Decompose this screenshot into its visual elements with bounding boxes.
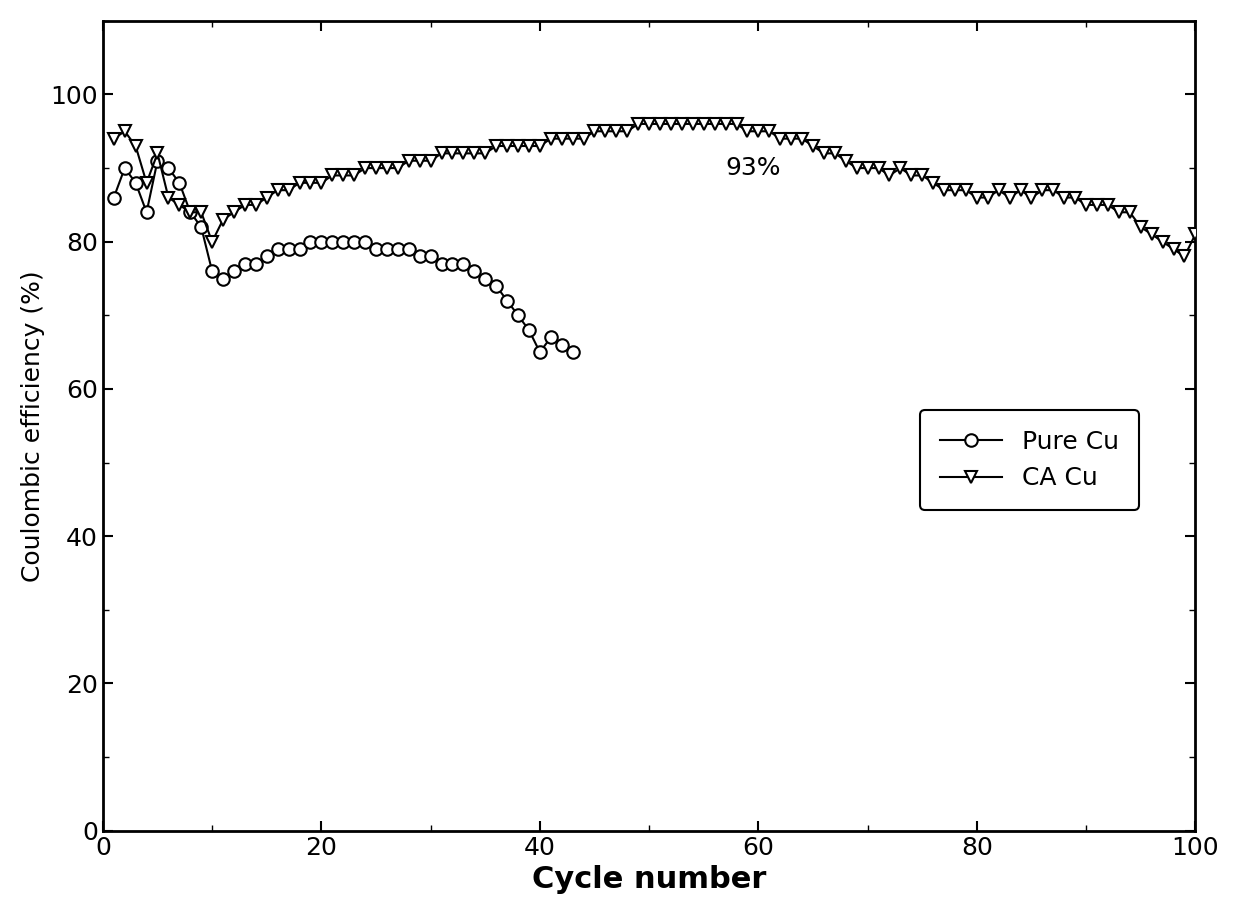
Pure Cu <box>248 258 263 269</box>
CA Cu <box>1111 207 1126 218</box>
Pure Cu <box>357 236 372 247</box>
Pure Cu <box>259 251 274 262</box>
CA Cu <box>1145 229 1159 240</box>
Pure Cu <box>489 280 503 291</box>
Pure Cu <box>205 265 219 276</box>
Legend: Pure Cu, CA Cu: Pure Cu, CA Cu <box>920 410 1140 511</box>
Pure Cu <box>281 243 296 254</box>
Pure Cu <box>434 258 449 269</box>
Pure Cu <box>139 207 154 218</box>
Pure Cu <box>565 347 580 358</box>
Line: CA Cu: CA Cu <box>108 118 1202 263</box>
Pure Cu <box>107 192 122 203</box>
Pure Cu <box>543 332 558 343</box>
Pure Cu <box>303 236 317 247</box>
Pure Cu <box>182 207 197 218</box>
Pure Cu <box>456 258 471 269</box>
Pure Cu <box>477 273 492 284</box>
Pure Cu <box>532 347 547 358</box>
Pure Cu <box>423 251 438 262</box>
Pure Cu <box>500 296 515 307</box>
Pure Cu <box>368 243 383 254</box>
CA Cu <box>761 125 776 136</box>
Pure Cu <box>511 310 526 321</box>
Pure Cu <box>227 265 242 276</box>
CA Cu <box>675 118 689 129</box>
CA Cu <box>1177 251 1192 262</box>
Pure Cu <box>412 251 427 262</box>
Pure Cu <box>379 243 394 254</box>
Pure Cu <box>270 243 285 254</box>
Pure Cu <box>237 258 252 269</box>
Pure Cu <box>445 258 460 269</box>
Pure Cu <box>402 243 417 254</box>
Pure Cu <box>293 243 308 254</box>
Pure Cu <box>118 163 133 174</box>
Pure Cu <box>554 339 569 350</box>
X-axis label: Cycle number: Cycle number <box>532 866 766 894</box>
CA Cu <box>314 178 329 188</box>
Pure Cu <box>161 163 176 174</box>
Pure Cu <box>467 265 482 276</box>
Pure Cu <box>336 236 351 247</box>
Line: Pure Cu: Pure Cu <box>108 155 579 359</box>
Pure Cu <box>314 236 329 247</box>
Pure Cu <box>347 236 362 247</box>
Pure Cu <box>150 156 165 167</box>
Pure Cu <box>193 221 208 232</box>
Pure Cu <box>128 178 143 188</box>
CA Cu <box>1188 229 1203 240</box>
Text: 93%: 93% <box>725 156 781 180</box>
CA Cu <box>357 163 372 174</box>
Y-axis label: Coulombic efficiency (%): Coulombic efficiency (%) <box>21 270 45 582</box>
CA Cu <box>107 134 122 145</box>
Pure Cu <box>325 236 340 247</box>
CA Cu <box>631 118 646 129</box>
Pure Cu <box>172 178 187 188</box>
Pure Cu <box>391 243 405 254</box>
Pure Cu <box>216 273 231 284</box>
Pure Cu <box>522 325 537 336</box>
